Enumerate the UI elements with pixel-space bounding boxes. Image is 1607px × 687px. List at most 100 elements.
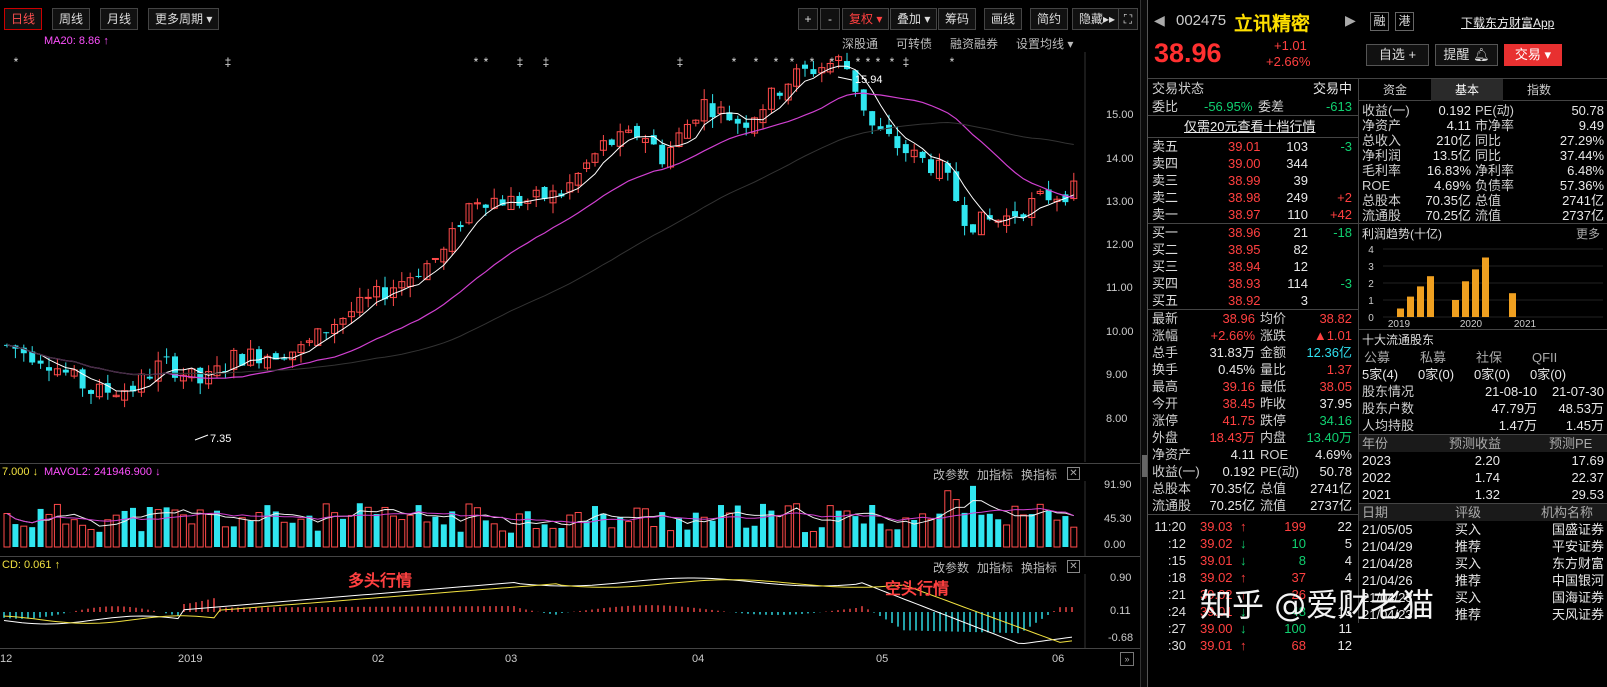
weichai-value: -613 xyxy=(1325,99,1352,114)
candle-body xyxy=(172,356,178,378)
event-marker-icon[interactable]: * xyxy=(774,55,779,69)
book-level-label: 卖二 xyxy=(1152,190,1179,205)
volume-bar xyxy=(700,516,708,548)
volume-bar xyxy=(709,520,716,547)
rating-grade: 买入 xyxy=(1455,590,1482,605)
event-marker-icon[interactable]: * xyxy=(810,55,815,69)
stat-label: PE(动) xyxy=(1260,464,1300,479)
profit-bar xyxy=(1509,293,1516,317)
period-week-tab[interactable]: 周线 xyxy=(52,8,91,30)
macd-chart[interactable]: 0.90 0.11 -0.68 多头行情 空头行情 xyxy=(0,571,1140,648)
switch-indicator-link[interactable]: 换指标 xyxy=(1021,468,1058,482)
prev-stock-icon[interactable]: ◀ xyxy=(1154,12,1165,28)
add-indicator-link[interactable]: 加指标 xyxy=(977,561,1014,575)
candle-body xyxy=(558,193,565,197)
draw-line-button[interactable]: 画线 xyxy=(984,8,1023,30)
candle-body xyxy=(860,89,867,111)
volume-bar xyxy=(574,512,582,548)
hide-button[interactable]: 隐藏▸▸ xyxy=(1072,8,1123,30)
volume-bar xyxy=(306,515,313,547)
weibi-row: 委比 -56.95% 委差 -613 xyxy=(1148,98,1358,115)
margin-link[interactable]: 融资融券 xyxy=(950,37,999,51)
download-app-link[interactable]: 下载东方财富App xyxy=(1461,16,1555,30)
stat-value: +2.66% xyxy=(1210,328,1255,343)
more-periods-dropdown[interactable]: 更多周期 ▾ xyxy=(148,8,220,30)
period-day-tab[interactable]: 日线 xyxy=(4,8,43,30)
fullscreen-button[interactable]: ⛶ xyxy=(1118,8,1138,30)
close-icon[interactable]: ✕ xyxy=(1067,560,1080,573)
tick-count: 11 xyxy=(1338,621,1353,636)
mavol2-readout: MAVOL2: 241946.900 ↓ xyxy=(44,466,161,478)
holders-table: 公募 私募 社保 QFII 5家(4) 0家(0) 0家(0) 0家(0) 股东情况 21-08-… xyxy=(1359,349,1607,434)
candle-body xyxy=(305,340,313,343)
tab-capital[interactable]: 资金 xyxy=(1382,83,1407,97)
event-marker-icon[interactable]: * xyxy=(790,55,795,69)
chips-button[interactable]: 筹码 xyxy=(938,8,977,30)
candle-body xyxy=(1036,190,1044,194)
event-marker-icon[interactable]: ‡ xyxy=(517,55,524,69)
book-price: 38.95 xyxy=(1228,242,1261,257)
event-marker-icon[interactable]: ‡ xyxy=(543,55,550,69)
switch-indicator-link[interactable]: 换指标 xyxy=(1021,561,1058,575)
tag-hk[interactable]: 港 xyxy=(1395,12,1414,31)
profit-trend-header: 利润趋势(十亿) 更多 xyxy=(1359,223,1607,243)
event-marker-icon[interactable]: ‡ xyxy=(225,55,232,69)
event-marker-icon[interactable]: * xyxy=(830,55,835,69)
event-marker-icon[interactable]: * xyxy=(950,55,955,69)
level2-promo[interactable]: 仅需20元查看十档行情 xyxy=(1148,115,1358,137)
close-icon[interactable]: ✕ xyxy=(1067,467,1080,480)
event-marker-icon[interactable]: * xyxy=(732,55,737,69)
book-volume: 114 xyxy=(1287,276,1308,291)
stat-label: 流通股 xyxy=(1152,498,1192,513)
add-watchlist-button[interactable]: 自选 + xyxy=(1366,44,1429,66)
restore-dropdown[interactable]: 复权 ▾ xyxy=(842,8,890,30)
edit-params-link[interactable]: 改参数 xyxy=(933,468,970,482)
add-indicator-link[interactable]: 加指标 xyxy=(977,468,1014,482)
event-marker-icon[interactable]: ‡ xyxy=(903,55,910,69)
event-marker-icon[interactable]: * xyxy=(474,55,479,69)
price-chart[interactable]: * ‡ * * ‡ ‡ ‡ * * * * * * * * * * ‡ * 15.00 14.00 13.00 12… xyxy=(0,52,1140,462)
zoom-in-button[interactable]: + xyxy=(798,8,818,30)
event-marker-icon[interactable]: * xyxy=(856,55,861,69)
convertible-link[interactable]: 可转债 xyxy=(896,37,933,51)
tab-index[interactable]: 指数 xyxy=(1526,83,1551,97)
next-stock-icon[interactable]: ▶ xyxy=(1345,12,1356,28)
scroll-right-button[interactable]: » xyxy=(1120,652,1134,666)
shenggutong-link[interactable]: 深股通 xyxy=(842,37,879,51)
volume-chart[interactable]: 91.90 45.30 0.00 xyxy=(0,479,1140,556)
stat-value: 13.40万 xyxy=(1306,430,1352,445)
event-marker-icon[interactable]: ‡ xyxy=(677,55,684,69)
event-marker-icon[interactable]: * xyxy=(876,55,881,69)
simple-mode-button[interactable]: 简约 xyxy=(1030,8,1069,30)
alert-button[interactable]: 提醒 🔔︎ xyxy=(1435,44,1498,66)
volume-bar xyxy=(214,510,220,547)
profit-more-link[interactable]: 更多 xyxy=(1575,227,1600,241)
arrow-up-icon: ↑ xyxy=(1240,570,1247,585)
rating-date: 21/04/26 xyxy=(1362,573,1413,588)
stat-label: 金额 xyxy=(1260,345,1287,360)
volume-bar xyxy=(524,511,531,547)
tag-margin[interactable]: 融 xyxy=(1370,12,1389,31)
pane-splitter[interactable] xyxy=(1140,0,1147,687)
ma-settings-link[interactable]: 设置均线 ▾ xyxy=(1016,35,1073,52)
event-marker-icon[interactable]: * xyxy=(890,55,895,69)
trade-button[interactable]: 交易 ▾ xyxy=(1504,44,1562,66)
overlay-dropdown[interactable]: 叠加 ▾ xyxy=(890,8,938,30)
tab-basic[interactable]: 基本 xyxy=(1431,79,1503,101)
candle-body xyxy=(961,204,968,226)
rating-date: 21/04/28 xyxy=(1362,556,1413,571)
event-marker-icon[interactable]: * xyxy=(484,55,489,69)
level2-promo-link[interactable]: 仅需20元查看十档行情 xyxy=(1184,119,1316,134)
splitter-handle[interactable] xyxy=(1142,455,1147,477)
candle-body xyxy=(230,349,238,370)
event-marker-icon[interactable]: * xyxy=(866,55,871,69)
event-marker-icon[interactable]: * xyxy=(754,55,759,69)
tick-time: :21 xyxy=(1167,587,1186,602)
period-month-tab[interactable]: 月线 xyxy=(100,8,139,30)
zoom-out-button[interactable]: - xyxy=(820,8,840,30)
stat-value: 38.05 xyxy=(1319,379,1352,394)
edit-params-link[interactable]: 改参数 xyxy=(933,561,970,575)
book-price: 38.93 xyxy=(1228,276,1261,291)
book-row: 卖三 38.99 39 xyxy=(1148,172,1358,189)
event-marker-icon[interactable]: * xyxy=(14,55,19,69)
